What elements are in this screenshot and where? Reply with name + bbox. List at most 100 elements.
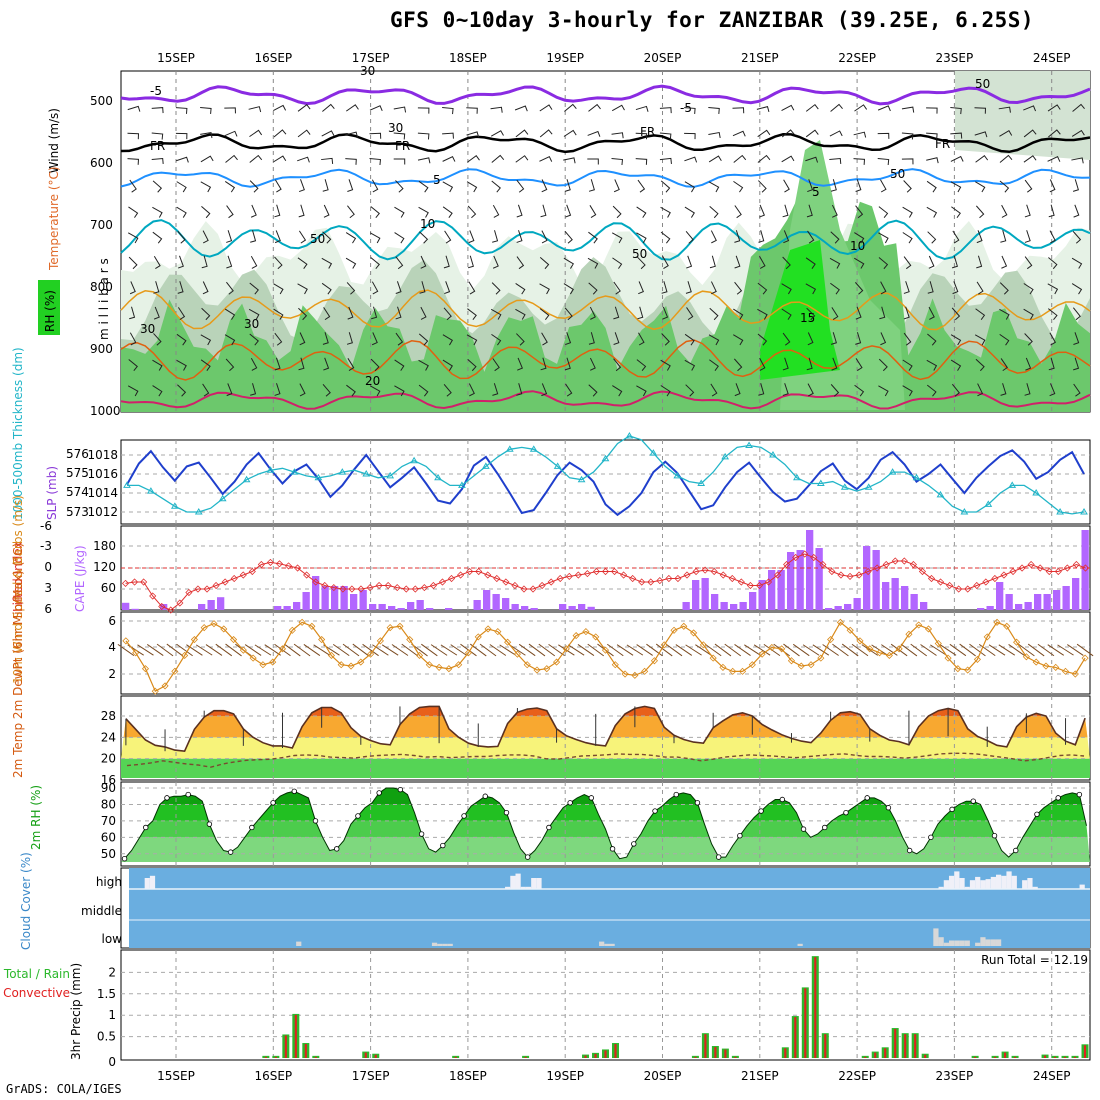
lifted-index-marker <box>610 567 619 576</box>
wind-barb <box>926 206 938 218</box>
wind-barb <box>757 333 768 346</box>
wind-barb-10m <box>969 643 986 657</box>
wind-speed-marker <box>885 651 893 660</box>
wind-barb <box>442 359 453 371</box>
wind-barb <box>805 156 819 163</box>
wind-barb <box>1048 129 1061 138</box>
precip-convective-bar <box>994 1056 997 1058</box>
wind-barb-10m <box>841 643 859 657</box>
x-label-top: 20SEP <box>644 51 682 65</box>
wind-barb <box>371 332 378 346</box>
wind-barb <box>1023 129 1037 138</box>
wind-barb <box>782 383 789 396</box>
wind-speed-marker <box>1052 663 1060 671</box>
wind-barb <box>976 281 984 295</box>
wind-barb-10m <box>881 644 898 656</box>
lifted-index-marker <box>1036 564 1044 572</box>
cape-bar <box>340 586 348 610</box>
wind-barb <box>274 357 281 371</box>
wind-barb <box>467 358 477 372</box>
wind-barb-10m <box>910 643 928 657</box>
wind-speed-marker <box>621 670 629 678</box>
wind-barb <box>926 180 937 193</box>
rh-marker <box>567 800 573 806</box>
lifted-index-marker <box>185 588 193 597</box>
wind-barb-10m <box>655 643 673 657</box>
x-label-bottom: 24SEP <box>1033 1069 1071 1083</box>
wind-barb <box>612 205 622 219</box>
wind-speed-marker <box>455 661 463 669</box>
wind-barb <box>200 334 212 346</box>
lifted-index-marker <box>294 564 302 572</box>
wind-barb-10m <box>930 644 947 656</box>
cape-bar <box>568 606 576 610</box>
wind-barb <box>176 333 187 346</box>
wind-barb <box>224 308 236 320</box>
cape-tick: 180 <box>93 539 116 553</box>
cape-bar <box>711 594 719 610</box>
panel-frame-precip <box>120 949 1091 1061</box>
grads-credit: GrADS: COLA/IGES <box>6 1082 122 1096</box>
wind-barb <box>589 357 596 371</box>
wind-barb-10m <box>352 643 370 657</box>
wind-barb <box>345 232 357 244</box>
cloud-low-bar <box>437 943 443 946</box>
wind-barb <box>322 332 329 345</box>
lifted-index-marker <box>149 592 157 600</box>
precip-convective-bar <box>1053 1056 1057 1058</box>
lifted-index-marker <box>275 560 284 568</box>
wind-speed-marker <box>846 626 854 634</box>
wind-barb <box>395 256 404 270</box>
wind-barb <box>128 359 138 372</box>
wind-barb <box>901 158 914 165</box>
cloud-high-bar <box>1027 878 1033 889</box>
wind-barb <box>539 257 550 270</box>
lifted-index-marker <box>810 553 818 562</box>
x-label-top: 24SEP <box>1033 51 1071 65</box>
cape-bar <box>796 550 804 610</box>
wind-barb <box>734 205 742 219</box>
wind-barb <box>564 307 573 321</box>
wind-barb-10m <box>558 644 575 656</box>
ylabel-total-rain: Total / Rain <box>3 967 70 981</box>
wind-barb <box>638 332 645 346</box>
cape-bar <box>131 608 139 610</box>
wind-barb <box>855 179 862 192</box>
wind-barb <box>830 103 843 112</box>
lifted-index-marker <box>493 574 501 583</box>
slp-tick: 1012 <box>87 505 118 519</box>
cloud-level-label: low <box>102 932 123 946</box>
wind-barb-10m <box>332 643 350 657</box>
wind-barb <box>854 384 865 397</box>
thickness-line <box>127 435 1085 515</box>
cape-bar <box>692 580 700 610</box>
wind-barb <box>297 257 308 269</box>
rh-marker <box>164 795 170 801</box>
wind-barb <box>976 255 983 269</box>
isotherm-p15 <box>120 289 1091 331</box>
rh-marker <box>928 834 934 841</box>
wind-barb <box>830 332 837 345</box>
panel-frame-thick <box>120 439 1091 525</box>
wind-barb <box>902 206 913 218</box>
ylabel-rh: RH (%) <box>43 290 57 332</box>
lifted-index-marker <box>728 574 736 583</box>
wind-barb <box>588 103 601 112</box>
wind-barb <box>782 357 789 371</box>
precip-convective-bar <box>524 1056 527 1058</box>
wind-barb <box>371 179 379 193</box>
wind-barb <box>540 204 547 218</box>
cape-bar <box>749 592 757 610</box>
lifted-index-marker <box>891 557 899 565</box>
lifted-index-marker <box>819 560 827 569</box>
wind-speed-marker <box>435 663 443 671</box>
wind-barb <box>516 230 523 243</box>
lifted-index-marker <box>918 567 927 576</box>
lifted-index-marker <box>348 585 356 593</box>
wind-barb <box>443 255 450 269</box>
rh-marker <box>249 824 255 831</box>
thickness-marker <box>194 508 203 515</box>
wind-barb <box>926 107 938 114</box>
wind-barb <box>201 255 208 269</box>
thickness-marker <box>912 473 921 481</box>
